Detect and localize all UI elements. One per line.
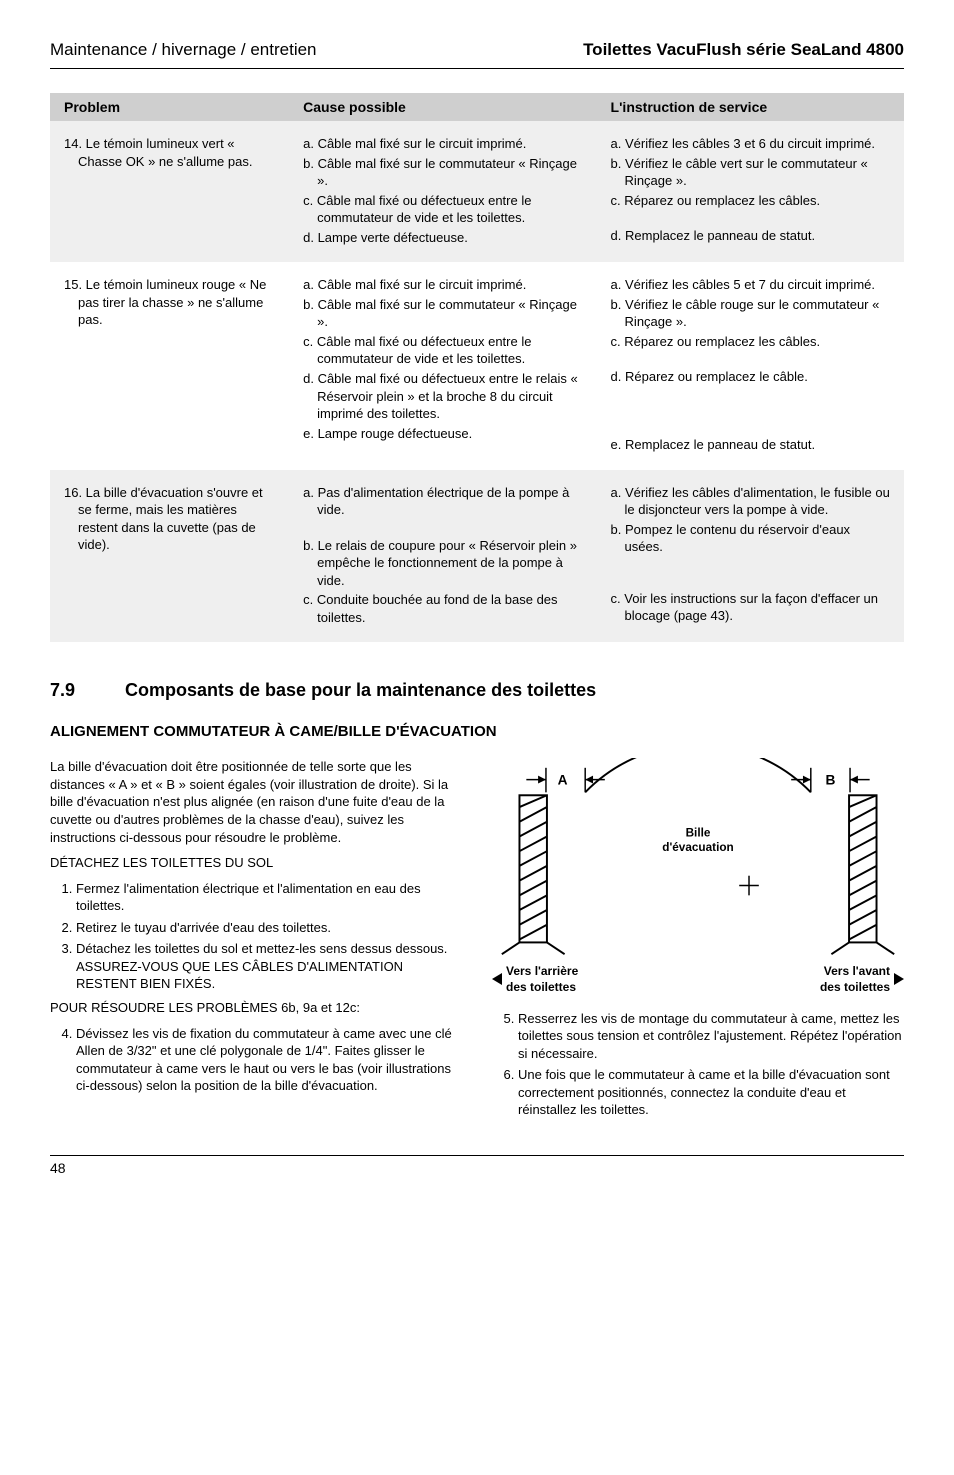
left-column: La bille d'évacuation doit être position… xyxy=(50,758,462,1124)
step-item: Dévissez les vis de fixation du commutat… xyxy=(76,1025,462,1095)
triangle-left-icon xyxy=(492,973,502,985)
alignment-subheading: ALIGNEMENT COMMUTATEUR À CAME/BILLE D'ÉV… xyxy=(50,723,904,740)
right-column: A B Bille xyxy=(492,758,904,1124)
intro-paragraph: La bille d'évacuation doit être position… xyxy=(50,758,462,846)
cell-cause: a. Câble mal fixé sur le circuit imprimé… xyxy=(289,121,596,262)
step-item: Retirez le tuyau d'arrivée d'eau des toi… xyxy=(76,919,462,937)
step-4: Dévissez les vis de fixation du commutat… xyxy=(50,1025,462,1095)
front-label: Vers l'avant des toilettes xyxy=(820,963,890,995)
section-title: Composants de base pour la maintenance d… xyxy=(125,680,596,700)
cell-instruction: a. Vérifiez les câbles 5 et 7 du circuit… xyxy=(597,262,904,469)
step-item: Une fois que le commutateur à came et la… xyxy=(518,1066,904,1119)
cell-cause: a. Câble mal fixé sur le circuit imprimé… xyxy=(289,262,596,469)
th-problem: Problem xyxy=(50,93,289,121)
resolve-heading: POUR RÉSOUDRE LES PROBLÈMES 6b, 9a et 12… xyxy=(50,999,462,1017)
top-header: Maintenance / hivernage / entretien Toil… xyxy=(50,40,904,69)
cell-instruction: a. Vérifiez les câbles d'alimentation, l… xyxy=(597,470,904,643)
cell-problem: 16. La bille d'évacuation s'ouvre et se … xyxy=(50,470,289,643)
detach-heading: DÉTACHEZ LES TOILETTES DU SOL xyxy=(50,854,462,872)
section-number: 7.9 xyxy=(50,680,120,701)
header-right: Toilettes VacuFlush série SeaLand 4800 xyxy=(583,40,904,60)
section-7-9-heading: 7.9 Composants de base pour la maintenan… xyxy=(50,680,904,701)
steps-1-3: Fermez l'alimentation électrique et l'al… xyxy=(50,880,462,993)
step-item: Détachez les toilettes du sol et mettez-… xyxy=(76,940,462,993)
th-cause: Cause possible xyxy=(289,93,596,121)
header-left: Maintenance / hivernage / entretien xyxy=(50,40,317,60)
triangle-right-icon xyxy=(894,973,904,985)
step-item: Resserrez les vis de montage du commutat… xyxy=(518,1010,904,1063)
cell-problem: 14. Le témoin lumineux vert « Chasse OK … xyxy=(50,121,289,262)
troubleshoot-table: Problem Cause possible L'instruction de … xyxy=(50,93,904,642)
cell-instruction: a. Vérifiez les câbles 3 et 6 du circuit… xyxy=(597,121,904,262)
page: Maintenance / hivernage / entretien Toil… xyxy=(0,0,954,1216)
table-header-row: Problem Cause possible L'instruction de … xyxy=(50,93,904,121)
rear-label: Vers l'arrière des toilettes xyxy=(506,963,578,995)
label-b: B xyxy=(825,773,835,788)
table-row: 14. Le témoin lumineux vert « Chasse OK … xyxy=(50,121,904,262)
th-instruction: L'instruction de service xyxy=(597,93,904,121)
cell-cause: a. Pas d'alimentation électrique de la p… xyxy=(289,470,596,643)
table-row: 15. Le témoin lumineux rouge « Ne pas ti… xyxy=(50,262,904,469)
page-number: 48 xyxy=(50,1155,904,1176)
table-row: 16. La bille d'évacuation s'ouvre et se … xyxy=(50,470,904,643)
ball-diagram: A B Bille xyxy=(492,758,904,995)
step-item: Fermez l'alimentation électrique et l'al… xyxy=(76,880,462,915)
label-a: A xyxy=(558,773,568,788)
diagram-svg: A B Bille xyxy=(492,758,904,954)
ball-label-2: d'évacuation xyxy=(662,842,733,855)
two-column-layout: La bille d'évacuation doit être position… xyxy=(50,758,904,1124)
steps-5-6: Resserrez les vis de montage du commutat… xyxy=(492,1010,904,1119)
ball-label-1: Bille xyxy=(686,827,711,840)
cell-problem: 15. Le témoin lumineux rouge « Ne pas ti… xyxy=(50,262,289,469)
diagram-bottom-labels: Vers l'arrière des toilettes Vers l'avan… xyxy=(492,963,904,995)
